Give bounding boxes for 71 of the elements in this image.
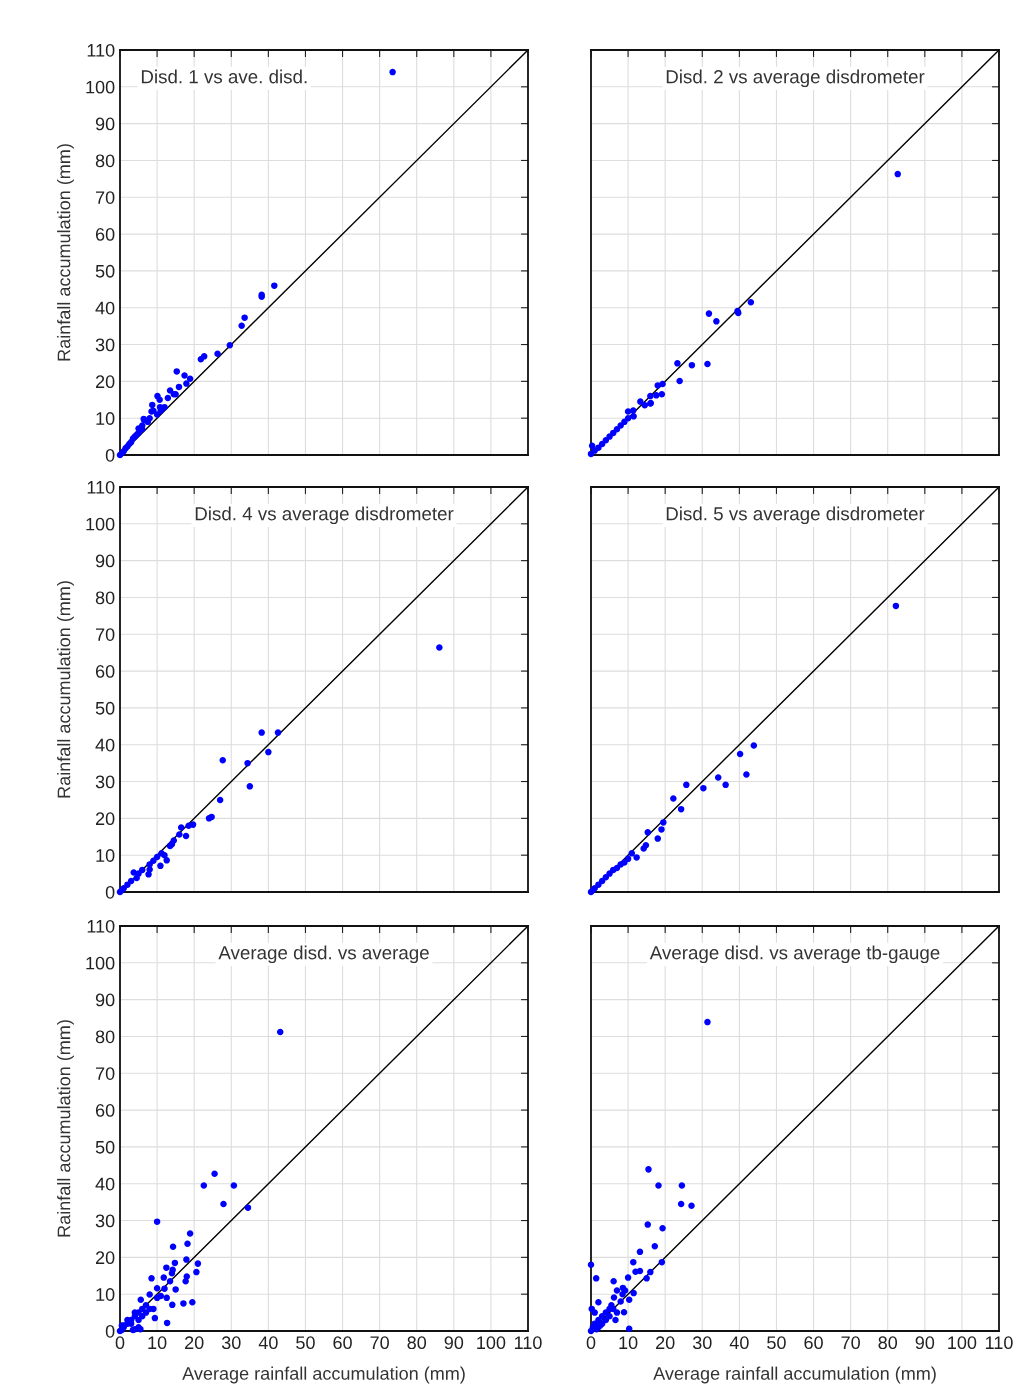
y-tick-label: 60: [95, 228, 115, 241]
x-tick-label: 0: [115, 1336, 125, 1350]
y-tick-label: 10: [96, 1288, 115, 1301]
y-tick-label: 20: [95, 812, 115, 826]
x-tick-label: 80: [878, 1336, 898, 1350]
y-tick-label: 60: [95, 1104, 115, 1117]
x-axis-title: Average rainfall accumulation (mm): [653, 1366, 936, 1384]
x-tick-label: 0: [586, 1336, 596, 1350]
y-tick-label: 100: [86, 80, 115, 94]
y-tick-label: 80: [95, 591, 115, 605]
y-tick-label: 100: [86, 517, 115, 531]
y-tick-label: 110: [87, 480, 115, 494]
y-tick-label: 40: [95, 1177, 115, 1191]
y-tick-label: 10: [96, 412, 115, 425]
x-tick-label: 30: [221, 1336, 241, 1350]
x-tick-label: 110: [514, 1336, 542, 1350]
x-tick-label: 100: [477, 1336, 506, 1350]
text: Average disd. vs average tb-gauge: [649, 945, 940, 964]
x-tick-label: 90: [444, 1336, 464, 1350]
text: Disd. 2 vs average disdrometer: [666, 69, 925, 88]
y-tick-label: 100: [86, 956, 115, 970]
y-tick-label: 90: [95, 117, 115, 131]
text: Disd. 4 vs average disdrometer: [195, 506, 454, 525]
y-tick-label: 70: [95, 1067, 115, 1080]
x-tick-label: 60: [804, 1336, 823, 1350]
y-tick-label: 30: [95, 775, 115, 789]
x-tick-label: 50: [767, 1336, 786, 1350]
x-tick-label: 40: [729, 1336, 749, 1350]
y-tick-label: 50: [95, 701, 115, 715]
y-tick-label: 10: [96, 849, 115, 862]
x-tick-label: 110: [985, 1336, 1013, 1350]
y-tick-label: 40: [95, 738, 115, 752]
y-tick-label: 40: [95, 301, 115, 315]
y-tick-label: 110: [87, 43, 115, 57]
x-tick-label: 20: [185, 1336, 204, 1350]
y-tick-label: 90: [95, 554, 115, 568]
y-tick-label: 30: [95, 338, 115, 352]
x-tick-label: 20: [656, 1336, 675, 1350]
x-tick-label: 40: [258, 1336, 278, 1350]
x-tick-label: 30: [692, 1336, 712, 1350]
y-tick-label: 0: [105, 885, 115, 899]
y-axis-title: Rainfall accumulation (mm): [57, 1020, 74, 1237]
y-axis-title: Rainfall accumulation (mm): [57, 144, 74, 361]
x-tick-label: 90: [915, 1336, 935, 1350]
text: Disd. 1 vs ave. disd.: [141, 69, 307, 84]
x-tick-label: 70: [841, 1336, 860, 1350]
text: Disd. 5 vs average disdrometer: [666, 506, 925, 525]
x-tick-label: 60: [333, 1336, 352, 1350]
y-tick-label: 0: [105, 1324, 115, 1338]
x-tick-label: 10: [619, 1336, 638, 1350]
x-tick-label: 10: [148, 1336, 167, 1350]
x-tick-label: 70: [370, 1336, 389, 1350]
text: Average disd. vs average: [218, 945, 429, 964]
y-tick-label: 20: [95, 1251, 115, 1265]
y-tick-label: 80: [95, 1030, 115, 1044]
y-tick-label: 90: [95, 993, 115, 1007]
y-axis-title: Rainfall accumulation (mm): [57, 581, 74, 798]
y-tick-label: 60: [95, 665, 115, 678]
y-tick-label: 70: [95, 191, 115, 204]
y-tick-label: 50: [95, 1140, 115, 1154]
y-tick-label: 20: [95, 375, 115, 389]
y-tick-label: 70: [95, 628, 115, 641]
y-tick-label: 110: [87, 919, 115, 933]
x-tick-label: 80: [407, 1336, 427, 1350]
x-tick-label: 50: [296, 1336, 315, 1350]
y-tick-label: 30: [95, 1214, 115, 1228]
y-tick-label: 50: [95, 264, 115, 278]
y-tick-label: 0: [105, 448, 115, 462]
y-tick-label: 80: [95, 154, 115, 168]
x-tick-label: 100: [948, 1336, 977, 1350]
x-axis-title: Average rainfall accumulation (mm): [182, 1366, 465, 1384]
